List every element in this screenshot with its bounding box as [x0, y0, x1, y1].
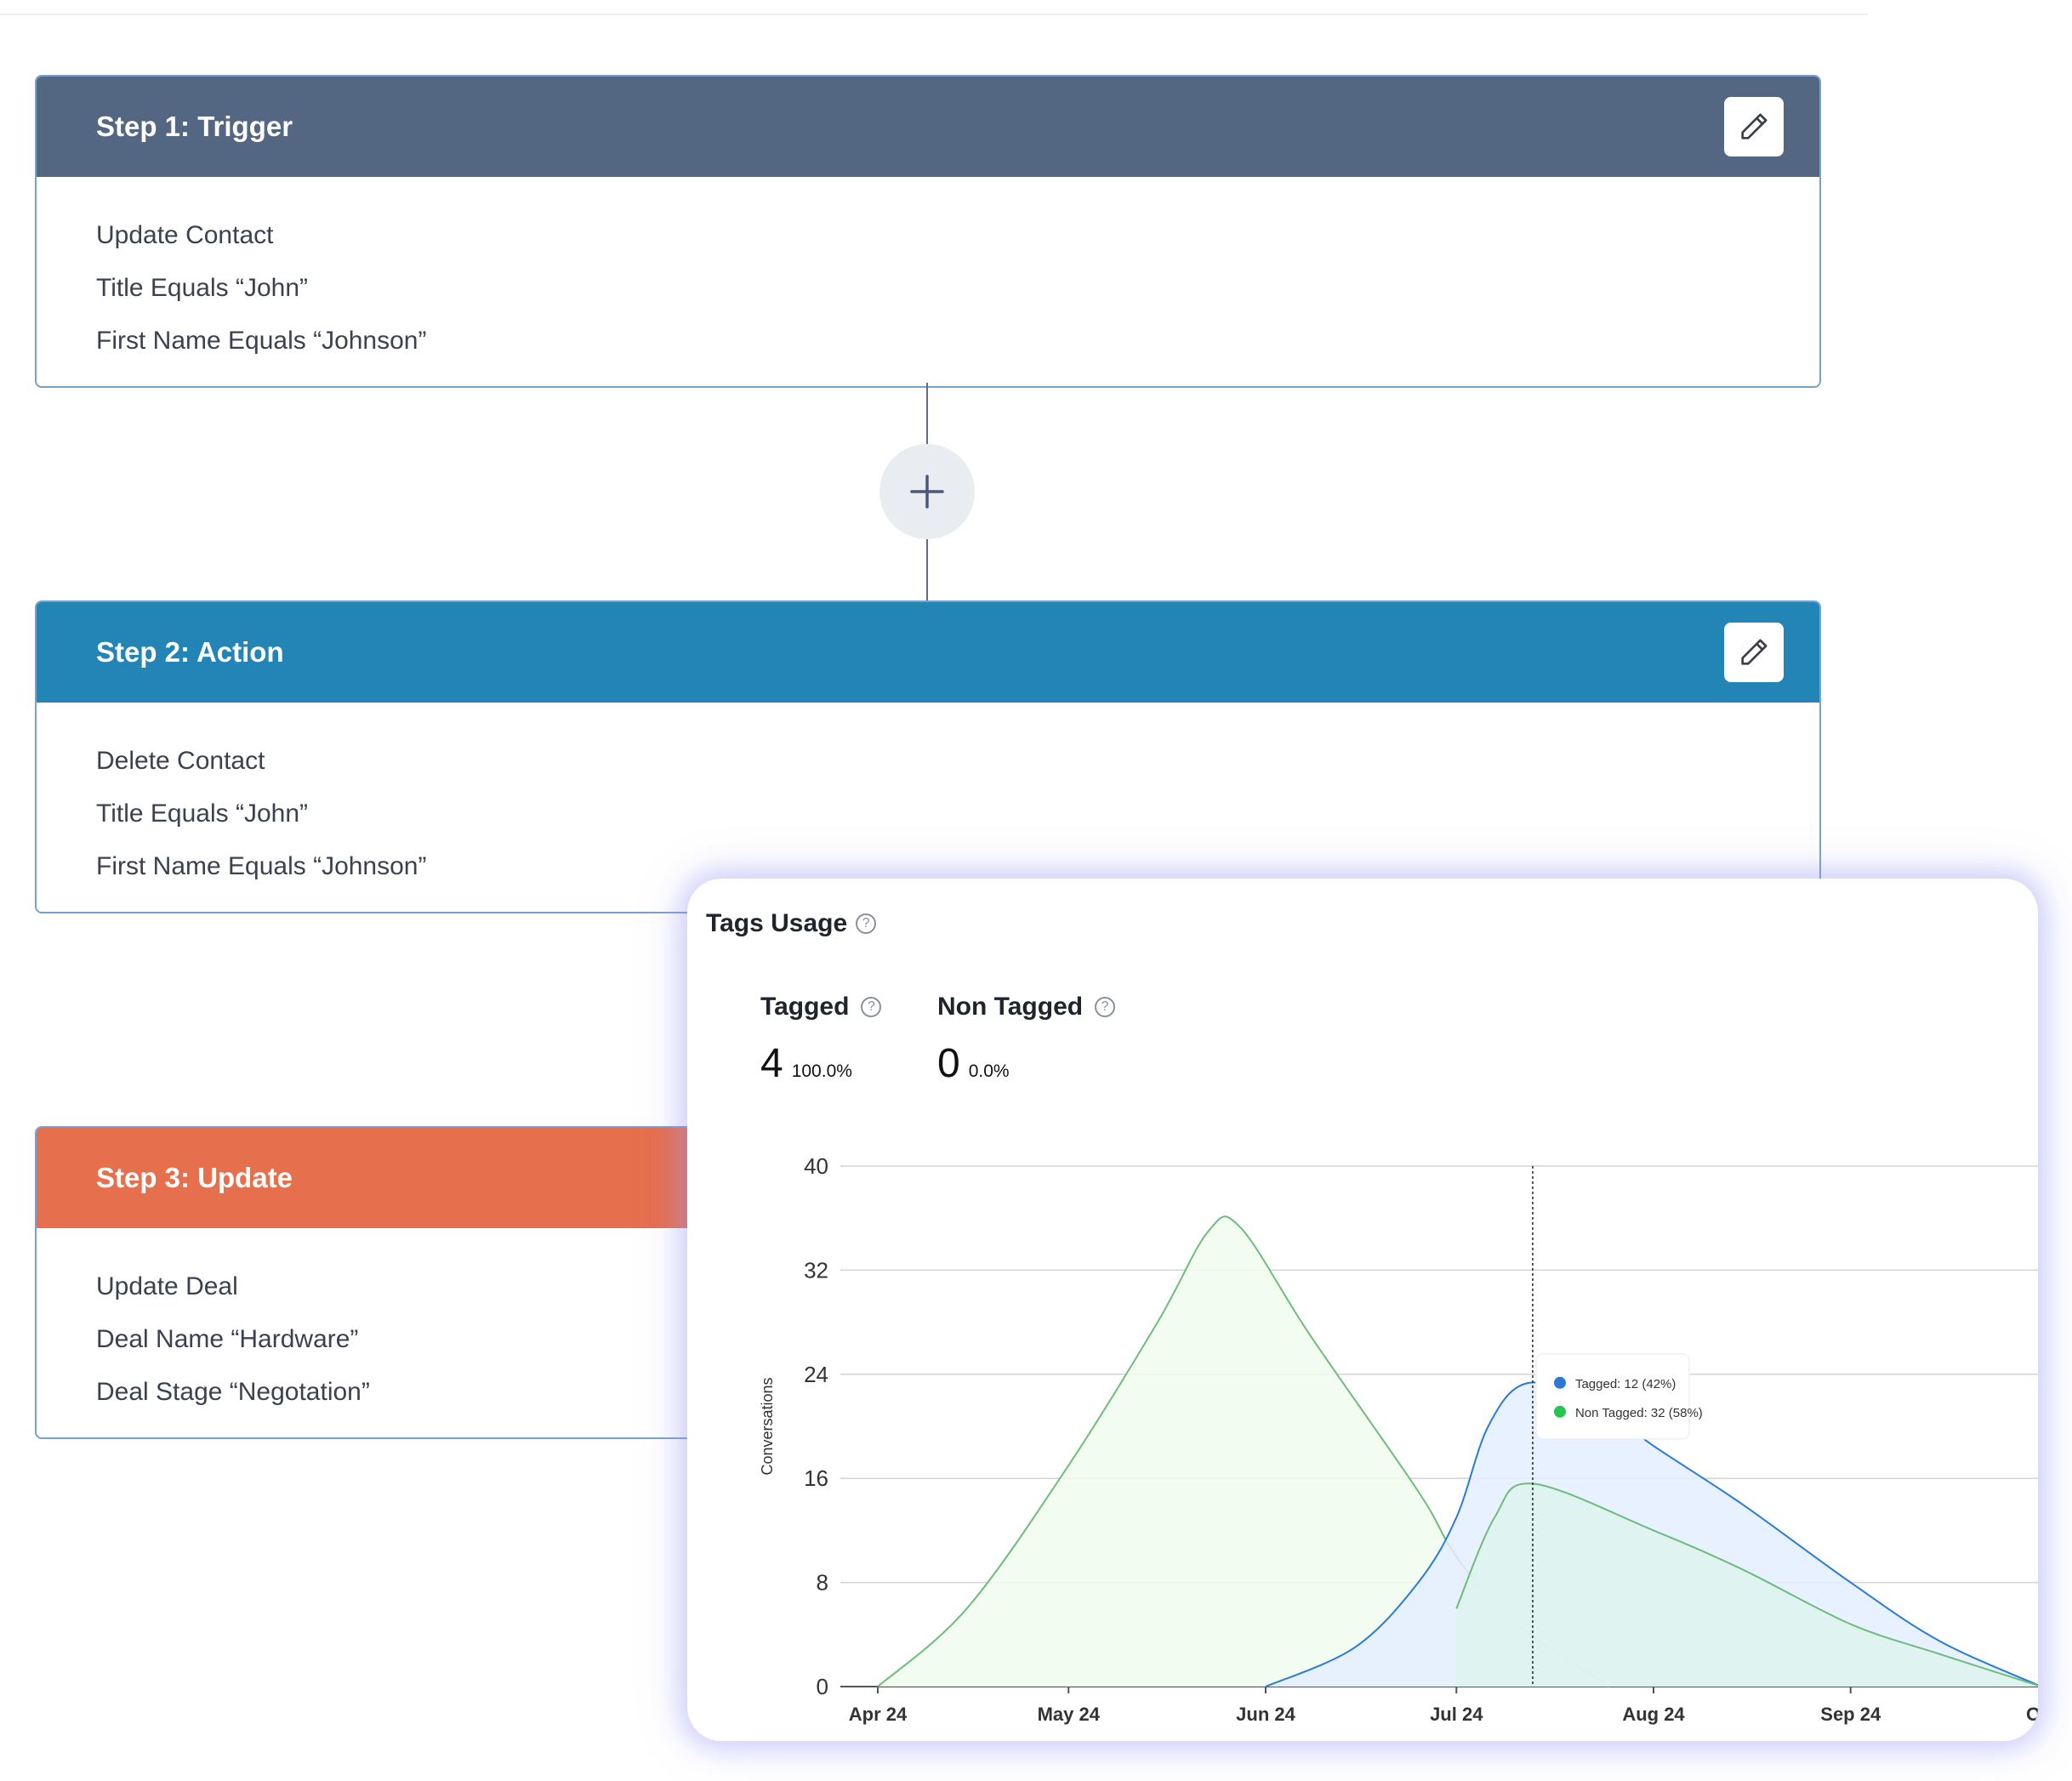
widget-title: Tags Usage ? — [706, 909, 877, 938]
x-tick-label: Apr 24 — [849, 1704, 908, 1725]
step-card-trigger: Step 1: Trigger Update Contact Title Equ… — [35, 75, 1821, 388]
connector-line — [926, 539, 928, 600]
stat-label: Non Tagged — [937, 993, 1084, 1021]
y-tick-label: 32 — [804, 1257, 828, 1283]
step-title: Step 2: Action — [96, 636, 284, 668]
step-line: Update Contact — [96, 221, 274, 249]
y-tick-label: 8 — [817, 1570, 828, 1596]
y-tick-label: 40 — [804, 1153, 828, 1179]
x-tick-label: Jul 24 — [1430, 1704, 1483, 1725]
step-title: Step 1: Trigger — [96, 111, 293, 142]
series-line — [1455, 1482, 2038, 1687]
help-icon[interactable]: ? — [861, 997, 882, 1017]
series-area — [878, 1216, 1609, 1687]
x-tick-label: Sep 24 — [1820, 1704, 1881, 1725]
tooltip-dot — [1553, 1405, 1566, 1418]
add-step-button[interactable] — [879, 444, 975, 539]
x-tick-label: Jun 24 — [1236, 1704, 1295, 1725]
x-tick-label: Oct — [2026, 1704, 2038, 1725]
stat-value: 0 — [937, 1041, 960, 1086]
step-header: Step 2: Action — [37, 602, 1819, 703]
plus-icon — [910, 475, 944, 509]
pencil-icon — [1741, 639, 1767, 665]
edit-step-button[interactable] — [1724, 623, 1784, 682]
widget-title-text: Tags Usage — [706, 909, 848, 937]
stat-value: 4 — [760, 1041, 783, 1086]
top-divider — [0, 14, 1868, 15]
step-line: Delete Contact — [96, 747, 265, 775]
step-line: Deal Name “Hardware” — [96, 1325, 359, 1353]
step-line: First Name Equals “Johnson” — [96, 852, 427, 880]
stat-non-tagged: Non Tagged ? 0 0.0% — [937, 993, 1116, 1087]
edit-step-button[interactable] — [1724, 97, 1784, 156]
stat-label: Tagged — [760, 993, 850, 1021]
x-tick-label: May 24 — [1038, 1704, 1101, 1725]
step-line: Update Deal — [96, 1272, 238, 1300]
x-tick-label: Aug 24 — [1622, 1704, 1685, 1725]
help-icon[interactable]: ? — [1095, 997, 1116, 1017]
step-title: Step 3: Update — [96, 1162, 293, 1193]
y-tick-label: 16 — [804, 1465, 828, 1491]
step-line: Title Equals “John” — [96, 799, 308, 828]
step-line: First Name Equals “Johnson” — [96, 327, 427, 355]
connector-line — [926, 383, 928, 444]
pencil-icon — [1741, 113, 1767, 139]
y-tick-label: 24 — [804, 1362, 828, 1387]
chart-tooltip — [1535, 1353, 1690, 1440]
step-line: Deal Stage “Negotation” — [96, 1378, 370, 1406]
tooltip-dot — [1553, 1376, 1566, 1389]
tooltip-label: Tagged: 12 (42%) — [1575, 1377, 1676, 1391]
step-header: Step 1: Trigger — [37, 77, 1819, 177]
stat-percent: 100.0% — [791, 1061, 852, 1081]
step-line: Title Equals “John” — [96, 274, 308, 302]
tooltip-label: Non Tagged: 32 (58%) — [1575, 1406, 1703, 1420]
help-icon[interactable]: ? — [856, 913, 877, 934]
series-area — [1456, 1483, 2038, 1687]
tags-usage-widget: Tags Usage ? Tagged ? 4 100.0% Non Tagge… — [687, 879, 2038, 1741]
tags-usage-chart: 0 8 16 24 32 40 Conversations Apr 24 May 24 Jun 2… — [759, 1153, 2038, 1725]
step-card-action: Step 2: Action Delete Contact Title Equa… — [35, 600, 1821, 913]
y-tick-label: 0 — [817, 1674, 828, 1699]
stat-percent: 0.0% — [968, 1061, 1010, 1081]
y-axis-label: Conversations — [759, 1377, 776, 1475]
stat-tagged: Tagged ? 4 100.0% — [760, 993, 882, 1087]
